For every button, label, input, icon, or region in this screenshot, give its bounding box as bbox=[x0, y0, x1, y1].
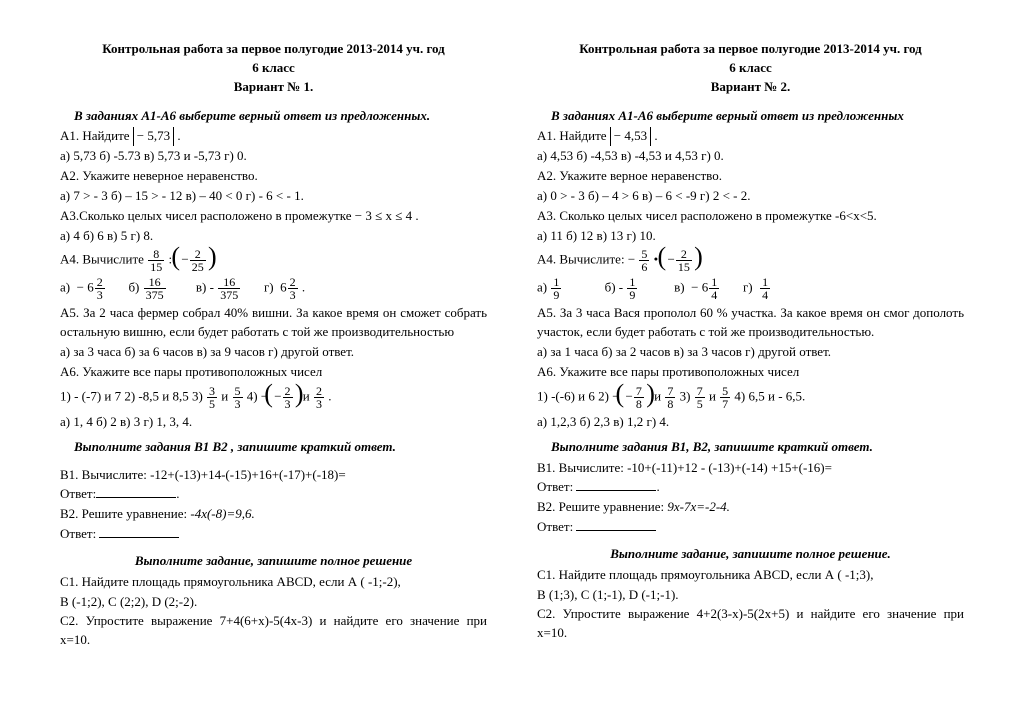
b2: В2. Решите уравнение: -4x(-8)=9,6. bbox=[60, 505, 487, 524]
paren-icon: −78 bbox=[620, 385, 651, 410]
a3: А3. Сколько целых чисел расположено в пр… bbox=[537, 207, 964, 226]
section-b-heading: Выполните задания В1 В2 , запишите кратк… bbox=[60, 438, 487, 457]
title-line1: Контрольная работа за первое полугодие 2… bbox=[60, 40, 487, 59]
b1: В1. Вычислите: -10+(-11)+12 - (-13)+(-14… bbox=[537, 459, 964, 478]
a4: А4. Вычислите 815 : −225. bbox=[60, 248, 487, 273]
a6-items: 1) -(-6) и 6 2) −−78 и 78 3) 75 и 57 4) … bbox=[537, 385, 964, 410]
title-line3: Вариант № 1. bbox=[60, 78, 487, 97]
a2-options: а) 0 > - 3 б) – 4 > 6 в) – 6 < -9 г) 2 <… bbox=[537, 187, 964, 206]
a1-text: А1. Найдите bbox=[537, 128, 610, 143]
a6-items: 1) - (-7) и 7 2) -8,5 и 8,5 3) 35 и 53 4… bbox=[60, 385, 487, 410]
answer-line bbox=[96, 486, 176, 499]
a2: А2. Укажите верное неравенство. bbox=[537, 167, 964, 186]
section-a-heading: В заданиях А1-А6 выберите верный ответ и… bbox=[537, 107, 964, 126]
a5: А5. За 2 часа фермер собрал 40% вишни. З… bbox=[60, 304, 487, 342]
title-line2: 6 класс bbox=[537, 59, 964, 78]
b2-answer: Ответ: bbox=[60, 525, 487, 544]
b1-answer: Ответ: . bbox=[537, 478, 964, 497]
c1: С1. Найдите площадь прямоугольника АВСD,… bbox=[537, 566, 964, 585]
variant-2: Контрольная работа за первое полугодие 2… bbox=[537, 40, 964, 651]
a2-options: а) 7 > - 3 б) – 15 > - 12 в) – 40 < 0 г)… bbox=[60, 187, 487, 206]
a4-text: А4. Вычислите bbox=[60, 252, 147, 267]
b1-answer: Ответ:. bbox=[60, 485, 487, 504]
a4-text: А4. Вычислите: bbox=[537, 252, 628, 267]
answer-line bbox=[576, 479, 656, 492]
a1: А1. Найдите − 4,53 . bbox=[537, 127, 964, 146]
a4-options: а) − 623 б) 16375 в) - 16375 г) 623 . bbox=[60, 276, 487, 301]
a1-options: а) 5,73 б) -5.73 в) 5,73 и -5,73 г) 0. bbox=[60, 147, 487, 166]
c2: С2. Упростите выражение 4+2(3-x)-5(2x+5)… bbox=[537, 605, 964, 643]
fraction-icon: 815 bbox=[148, 248, 164, 273]
a4-options: а) 19 б) - 19 в) − 614 г) 14 bbox=[537, 276, 964, 301]
a6: А6. Укажите все пары противоположных чис… bbox=[537, 363, 964, 382]
section-a-heading: В заданиях А1-А6 выберите верный ответ и… bbox=[60, 107, 487, 126]
a4: А4. Вычислите: − 56 • −215 bbox=[537, 248, 964, 273]
a6-options: а) 1, 4 б) 2 в) 3 г) 1, 3, 4. bbox=[60, 413, 487, 432]
b2: В2. Решите уравнение: 9x-7x=-2-4. bbox=[537, 498, 964, 517]
title-line2: 6 класс bbox=[60, 59, 487, 78]
a5-options: а) за 1 часа б) за 2 часов в) за 3 часов… bbox=[537, 343, 964, 362]
paren-icon: −23 bbox=[268, 385, 299, 410]
c1: С1. Найдите площадь прямоугольника АВСD,… bbox=[60, 573, 487, 592]
a1-options: а) 4,53 б) -4,53 в) -4,53 и 4,53 г) 0. bbox=[537, 147, 964, 166]
b1: В1. Вычислите: -12+(-13)+14-(-15)+16+(-1… bbox=[60, 466, 487, 485]
section-c-heading: Выполните задание, запишите полное решен… bbox=[60, 552, 487, 571]
a5: А5. За 3 часа Вася прополол 60 % участка… bbox=[537, 304, 964, 342]
abs-icon: − 4,53 bbox=[610, 127, 651, 146]
abs-icon: − 5,73 bbox=[133, 127, 174, 146]
a6-options: а) 1,2,3 б) 2,3 в) 1,2 г) 4. bbox=[537, 413, 964, 432]
variant-1: Контрольная работа за первое полугодие 2… bbox=[60, 40, 487, 651]
answer-line bbox=[99, 525, 179, 538]
paren-icon: −215 bbox=[661, 248, 698, 273]
title-block: Контрольная работа за первое полугодие 2… bbox=[537, 40, 964, 97]
c1b: В (1;3), С (1;-1), D (-1;-1). bbox=[537, 586, 964, 605]
a5-options: а) за 3 часа б) за 6 часов в) за 9 часов… bbox=[60, 343, 487, 362]
a1: А1. Найдите − 5,73 . bbox=[60, 127, 487, 146]
title-line1: Контрольная работа за первое полугодие 2… bbox=[537, 40, 964, 59]
answer-line bbox=[576, 518, 656, 531]
a1-text: А1. Найдите bbox=[60, 128, 133, 143]
a2: А2. Укажите неверное неравенство. bbox=[60, 167, 487, 186]
a3-options: а) 11 б) 12 в) 13 г) 10. bbox=[537, 227, 964, 246]
title-line3: Вариант № 2. bbox=[537, 78, 964, 97]
a6: А6. Укажите все пары противоположных чис… bbox=[60, 363, 487, 382]
c2: С2. Упростите выражение 7+4(6+x)-5(4x-3)… bbox=[60, 612, 487, 650]
c1b: В (-1;2), С (2;2), D (2;-2). bbox=[60, 593, 487, 612]
section-b-heading: Выполните задания В1, В2, запишите кратк… bbox=[537, 438, 964, 457]
b2-answer: Ответ: bbox=[537, 518, 964, 537]
paren-icon: −225 bbox=[175, 248, 212, 273]
a3: А3.Сколько целых чисел расположено в про… bbox=[60, 207, 487, 226]
title-block: Контрольная работа за первое полугодие 2… bbox=[60, 40, 487, 97]
a3-options: а) 4 б) 6 в) 5 г) 8. bbox=[60, 227, 487, 246]
section-c-heading: Выполните задание, запишите полное решен… bbox=[537, 545, 964, 564]
